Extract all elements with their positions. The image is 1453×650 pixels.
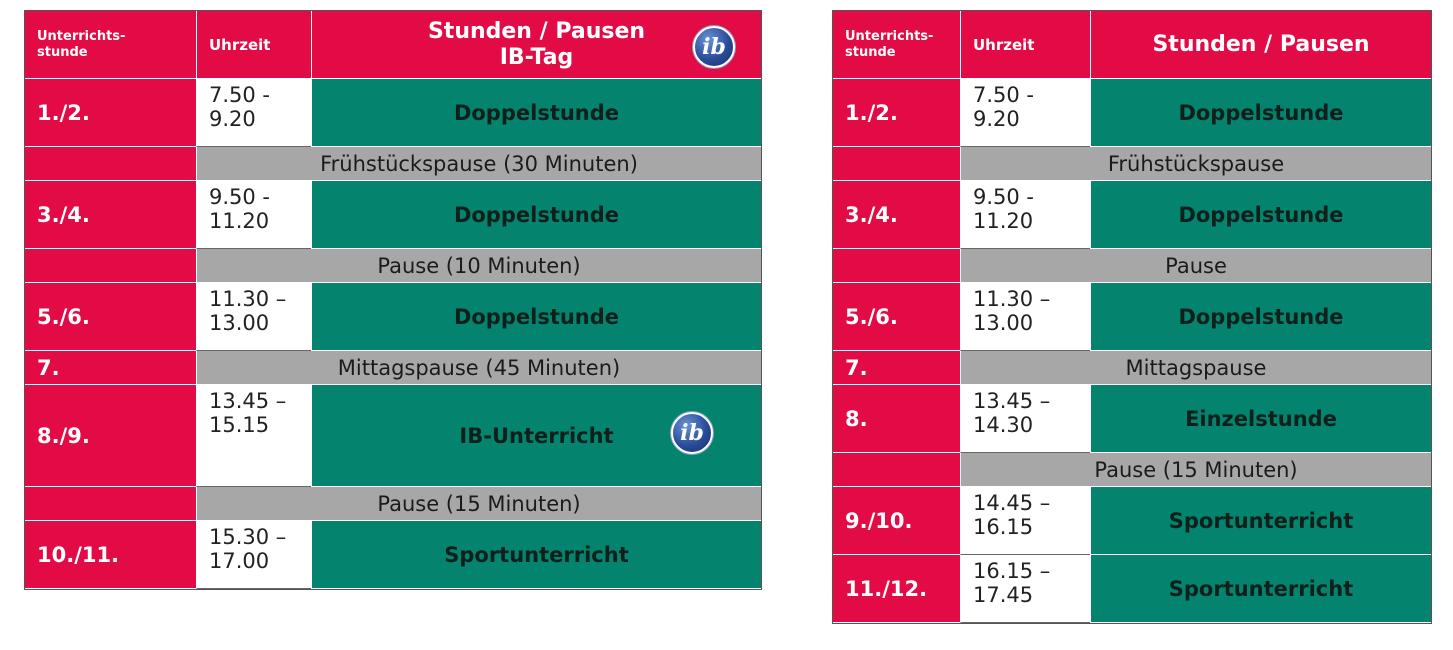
time-cell: 9.50 - 11.20 — [196, 181, 311, 249]
ib-logo-icon: ib — [671, 412, 713, 454]
header-period: Unterrichts- stunde — [25, 11, 196, 79]
period-cell — [25, 249, 196, 283]
break-row: Pause — [833, 249, 1431, 283]
time-cell: 13.45 – 14.30 — [960, 385, 1090, 453]
table-header-row: Unterrichts- stunde Uhrzeit Stunden / Pa… — [833, 11, 1431, 79]
schedule-table-regular-day: Unterrichts- stunde Uhrzeit Stunden / Pa… — [832, 10, 1432, 624]
break-row: 7. Mittagspause — [833, 351, 1431, 385]
lesson-row: 8. 13.45 – 14.30 Einzelstunde — [833, 385, 1431, 453]
lesson-label-cell: Sportunterricht — [1090, 487, 1431, 555]
break-label-cell: Pause (10 Minuten) — [196, 249, 761, 283]
period-cell: 9./10. — [833, 487, 960, 555]
lesson-row: 1./2. 7.50 - 9.20 Doppelstunde — [833, 79, 1431, 147]
lesson-label-cell: Sportunterricht — [311, 521, 761, 589]
period-cell: 8. — [833, 385, 960, 453]
lesson-label: Doppelstunde — [1178, 304, 1344, 329]
break-label-cell: Frühstückspause (30 Minuten) — [196, 147, 761, 181]
ib-logo-icon: ib — [693, 26, 735, 68]
period-cell — [833, 147, 960, 181]
time-cell: 11.30 – 13.00 — [960, 283, 1090, 351]
period-cell: 8./9. — [25, 385, 196, 487]
header-title-line1: Stunden / Pausen — [427, 18, 646, 44]
time-cell: 7.50 - 9.20 — [960, 79, 1090, 147]
header-title: Stunden / Pausen — [1090, 11, 1431, 79]
period-cell: 1./2. — [833, 79, 960, 147]
header-time: Uhrzeit — [960, 11, 1090, 79]
break-row: Pause (15 Minuten) — [833, 453, 1431, 487]
break-label-cell: Pause (15 Minuten) — [196, 487, 761, 521]
break-row: Frühstückspause (30 Minuten) — [25, 147, 761, 181]
header-period: Unterrichts- stunde — [833, 11, 960, 79]
period-cell — [833, 453, 960, 487]
period-cell: 7. — [25, 351, 196, 385]
break-row: Pause (15 Minuten) — [25, 487, 761, 521]
break-label-cell: Pause — [960, 249, 1431, 283]
lesson-row: 5./6. 11.30 – 13.00 Doppelstunde — [833, 283, 1431, 351]
lesson-label-cell: Doppelstunde — [311, 79, 761, 147]
header-time: Uhrzeit — [196, 11, 311, 79]
time-cell: 15.30 – 17.00 — [196, 521, 311, 589]
period-cell — [833, 249, 960, 283]
lesson-row: 10./11. 15.30 – 17.00 Sportunterricht — [25, 521, 761, 589]
break-label-cell: Pause (15 Minuten) — [960, 453, 1431, 487]
time-cell: 7.50 - 9.20 — [196, 79, 311, 147]
lesson-row: 11./12. 16.15 – 17.45 Sportunterricht — [833, 555, 1431, 623]
lesson-label: Doppelstunde — [1178, 100, 1344, 125]
header-title: Stunden / Pausen IB-Tag ib — [311, 11, 761, 79]
lesson-label-cell: Doppelstunde — [311, 283, 761, 351]
lesson-row: 5./6. 11.30 – 13.00 Doppelstunde — [25, 283, 761, 351]
break-label-cell: Mittagspause — [960, 351, 1431, 385]
break-label-cell: Mittagspause (45 Minuten) — [196, 351, 761, 385]
lesson-label-cell: Sportunterricht — [1090, 555, 1431, 623]
lesson-label: Doppelstunde — [453, 202, 620, 227]
schedule-table-ib-day: Unterrichts- stunde Uhrzeit Stunden / Pa… — [24, 10, 762, 590]
period-cell: 10./11. — [25, 521, 196, 589]
lesson-label-cell: Doppelstunde — [1090, 79, 1431, 147]
lesson-row: 9./10. 14.45 – 16.15 Sportunterricht — [833, 487, 1431, 555]
lesson-label: Sportunterricht — [1168, 508, 1354, 533]
table-body: 1./2. 7.50 - 9.20 Doppelstunde Frühstückspa… — [833, 79, 1431, 623]
lesson-label: Doppelstunde — [453, 304, 620, 329]
period-cell: 1./2. — [25, 79, 196, 147]
period-cell: 7. — [833, 351, 960, 385]
break-label-cell: Frühstückspause — [960, 147, 1431, 181]
period-cell: 11./12. — [833, 555, 960, 623]
time-cell: 9.50 - 11.20 — [960, 181, 1090, 249]
lesson-label: Doppelstunde — [1178, 202, 1344, 227]
table-header-row: Unterrichts- stunde Uhrzeit Stunden / Pa… — [25, 11, 761, 79]
lesson-label-cell: Einzelstunde — [1090, 385, 1431, 453]
lesson-label: Sportunterricht — [444, 542, 629, 567]
break-row: Frühstückspause — [833, 147, 1431, 181]
table-body: 1./2. 7.50 - 9.20 Doppelstunde Frühstückspa… — [25, 79, 761, 589]
break-row: 7. Mittagspause (45 Minuten) — [25, 351, 761, 385]
lesson-row: 3./4. 9.50 - 11.20 Doppelstunde — [25, 181, 761, 249]
lesson-row: 3./4. 9.50 - 11.20 Doppelstunde — [833, 181, 1431, 249]
header-title-line2: IB-Tag — [499, 44, 574, 70]
lesson-row: 8./9. 13.45 – 15.15 IB-Unterricht ib — [25, 385, 761, 487]
lesson-label-cell: IB-Unterricht ib — [311, 385, 761, 487]
lesson-label: IB-Unterricht — [459, 423, 614, 448]
period-cell: 3./4. — [25, 181, 196, 249]
period-cell: 3./4. — [833, 181, 960, 249]
lesson-row: 1./2. 7.50 - 9.20 Doppelstunde — [25, 79, 761, 147]
time-cell: 16.15 – 17.45 — [960, 555, 1090, 623]
time-cell: 13.45 – 15.15 — [196, 385, 311, 487]
break-row: Pause (10 Minuten) — [25, 249, 761, 283]
time-cell: 11.30 – 13.00 — [196, 283, 311, 351]
time-cell: 14.45 – 16.15 — [960, 487, 1090, 555]
period-cell — [25, 147, 196, 181]
lesson-label: Einzelstunde — [1185, 406, 1337, 431]
period-cell: 5./6. — [25, 283, 196, 351]
lesson-label: Sportunterricht — [1168, 576, 1354, 601]
period-cell — [25, 487, 196, 521]
lesson-label-cell: Doppelstunde — [1090, 283, 1431, 351]
lesson-label: Doppelstunde — [453, 100, 620, 125]
lesson-label-cell: Doppelstunde — [311, 181, 761, 249]
period-cell: 5./6. — [833, 283, 960, 351]
lesson-label-cell: Doppelstunde — [1090, 181, 1431, 249]
